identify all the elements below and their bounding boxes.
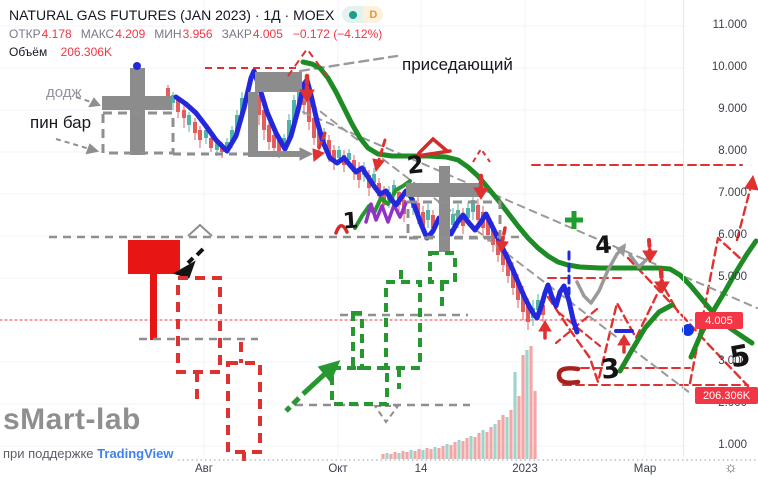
price-tick: 6.000: [718, 229, 747, 241]
low-value: 3.956: [182, 27, 213, 41]
legend: NATURAL GAS FUTURES (JAN 2023) · 1Д · MO…: [9, 6, 384, 59]
red-x-left-1: [556, 310, 602, 348]
ohlc-row: ОТКР4.178 МАКС4.209 МИН3.956 ЗАКР4.005 −…: [9, 27, 383, 41]
open-label: ОТКР: [9, 27, 41, 41]
price-tick: 1.000: [718, 439, 747, 451]
price-tick: 11.000: [712, 19, 747, 31]
ma-purple: [364, 201, 408, 224]
time-tick: 2023: [512, 463, 538, 475]
hand-green-rise-2: [688, 238, 758, 360]
price-axis[interactable]: 11.000 10.000 9.000 8.000 7.000 6.000 5.…: [683, 0, 758, 457]
pin-bar-label: пин бар: [30, 113, 92, 132]
market-status-dot: [348, 10, 357, 19]
hand-green-rise-1: [617, 302, 675, 374]
volume-row: Объём 206.306K: [9, 45, 383, 59]
close-label: ЗАКР: [221, 27, 252, 41]
interval-pill[interactable]: D: [342, 6, 384, 23]
theme-toggle-icon[interactable]: ☼: [724, 459, 738, 476]
powered-by-text: при поддержке: [3, 446, 94, 461]
volume-value: 206.306K: [60, 45, 112, 59]
red-wave-zigzag: [546, 282, 680, 384]
change-value: −0.172 (−4.12%): [292, 27, 383, 41]
smartlab-logo: sMart-lab: [3, 403, 141, 436]
wave-2-label: 2: [405, 150, 426, 180]
fast-green-segment: [353, 179, 412, 230]
high-label: МАКС: [80, 27, 115, 41]
volume-badge: 206.306K: [695, 387, 758, 404]
red-long-descent: [626, 256, 750, 388]
price-tick: 10.000: [711, 61, 747, 73]
time-tick: 14: [414, 463, 428, 475]
close-value: 4.005: [252, 27, 283, 41]
time-tick: Окт: [328, 463, 348, 475]
wave-3-label: 3: [599, 353, 622, 386]
time-axis[interactable]: Авг Окт 14 2023 Мар: [0, 457, 758, 479]
symbol-title: NATURAL GAS FUTURES (JAN 2023) · 1Д · MO…: [9, 6, 335, 23]
open-value: 4.178: [41, 27, 72, 41]
last-price-badge: 4.005: [695, 312, 743, 329]
time-tick: Авг: [195, 463, 213, 475]
price-tick: 7.000: [718, 187, 747, 199]
price-tick: 8.000: [718, 145, 747, 157]
wave-4-label: 4: [594, 230, 613, 260]
tradingview-link[interactable]: TradingView: [97, 446, 174, 461]
red-up-forecast-arrow: [735, 180, 754, 242]
price-tick: 5.000: [718, 271, 747, 283]
high-value: 4.209: [115, 27, 146, 41]
doji-label: додж: [46, 84, 82, 101]
squat-label: приседающий: [402, 55, 513, 74]
ma-green: [300, 59, 755, 346]
red-peak-6000: [688, 236, 744, 385]
time-tick: Мар: [633, 463, 657, 475]
price-tick: 9.000: [718, 103, 747, 115]
volume-label: Объём: [9, 45, 48, 59]
interval-badge[interactable]: D: [363, 6, 384, 23]
watermark: sMart-lab при поддержке TradingView: [3, 403, 174, 461]
price-tick: 3.000: [718, 355, 747, 367]
wave-1-label: 1: [342, 208, 360, 235]
low-label: МИН: [154, 27, 182, 41]
